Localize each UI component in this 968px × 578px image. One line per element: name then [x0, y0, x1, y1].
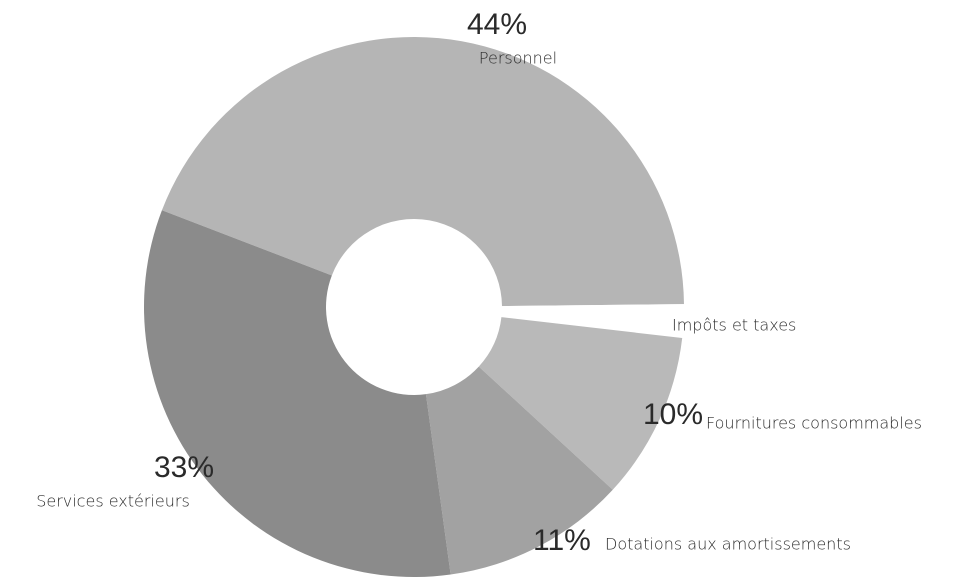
category-label: Personnel [479, 49, 557, 68]
value-label: 10% [643, 398, 703, 431]
slice [501, 304, 684, 339]
value-label: 33% [154, 451, 214, 484]
slice [425, 366, 613, 575]
value-label: 11% [533, 524, 591, 557]
slice [161, 37, 684, 307]
slice [478, 317, 683, 490]
category-label: Dotations aux amortissements [605, 535, 851, 554]
slice [143, 210, 451, 577]
category-label: Impôts et taxes [672, 316, 796, 335]
category-label: Services extérieurs [36, 492, 190, 511]
value-label: 44% [467, 8, 527, 41]
category-label: Fournitures consommables [706, 414, 922, 433]
